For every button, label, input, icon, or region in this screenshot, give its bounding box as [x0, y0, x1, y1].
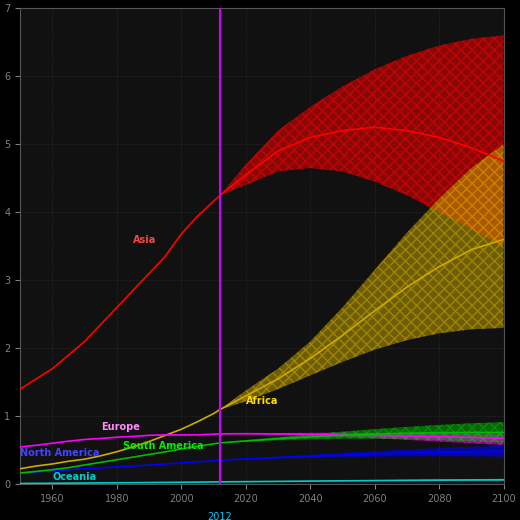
- Text: North America: North America: [20, 448, 99, 458]
- Text: Asia: Asia: [133, 235, 156, 245]
- Text: 2012: 2012: [207, 512, 232, 520]
- Text: Africa: Africa: [246, 396, 278, 406]
- Text: Europe: Europe: [101, 422, 139, 432]
- Text: Oceania: Oceania: [53, 472, 97, 482]
- Text: South America: South America: [123, 441, 204, 451]
